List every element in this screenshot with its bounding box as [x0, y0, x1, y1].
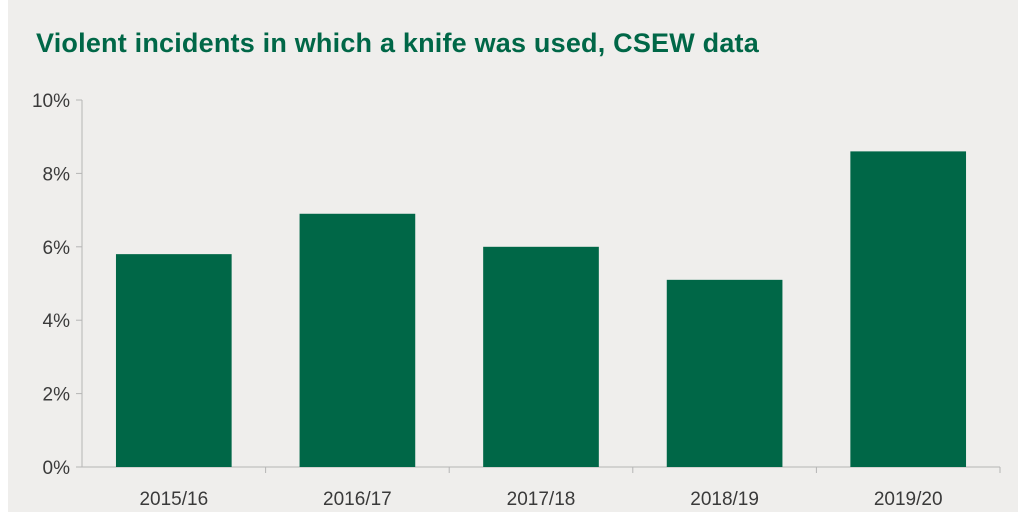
- y-tick-label: 0%: [43, 458, 71, 479]
- bar-2015-16: [115, 254, 232, 467]
- x-tick-label: 2019/20: [874, 489, 943, 510]
- bar-chart: 0% 2% 4% 6% 8% 10% 2015/16 2016/17 2017/18 2018/1…: [32, 91, 1001, 510]
- bar-2018-19: [666, 279, 783, 467]
- chart-title: Violent incidents in which a knife was u…: [36, 28, 759, 58]
- x-tick-label: 2017/18: [507, 489, 576, 510]
- y-tick-label: 6%: [43, 238, 71, 259]
- y-tick-label: 4%: [43, 311, 71, 332]
- x-tick-label: 2015/16: [139, 489, 208, 510]
- bar-2019-20: [850, 151, 967, 467]
- x-tick-label: 2018/19: [690, 489, 759, 510]
- y-tick-label: 8%: [43, 164, 71, 185]
- x-tick-label: 2016/17: [323, 489, 392, 510]
- chart-frame: Violent incidents in which a knife was u…: [8, 0, 1018, 512]
- y-tick-label: 10%: [32, 91, 70, 112]
- bar-2016-17: [299, 213, 416, 467]
- bar-2017-18: [483, 246, 599, 467]
- y-tick-label: 2%: [43, 385, 71, 406]
